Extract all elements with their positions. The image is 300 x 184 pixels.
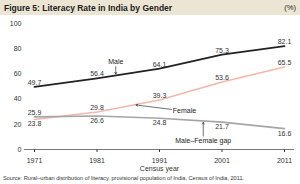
svg-text:1981: 1981 [89, 157, 105, 164]
svg-text:80: 80 [14, 45, 22, 52]
svg-text:2001: 2001 [214, 157, 230, 164]
svg-text:25.9: 25.9 [28, 109, 42, 116]
svg-text:65.5: 65.5 [278, 59, 292, 66]
svg-text:Male: Male [108, 58, 123, 65]
svg-text:82.1: 82.1 [278, 38, 292, 45]
svg-text:23.8: 23.8 [28, 120, 42, 127]
svg-text:24.8: 24.8 [153, 119, 167, 126]
svg-text:40: 40 [14, 95, 22, 102]
svg-text:Male–Female gap: Male–Female gap [175, 137, 231, 145]
svg-text:1991: 1991 [152, 157, 168, 164]
html-text:Figure 5: Literacy Rate in Ind: Figure 5: Literacy Rate in India by Gend… [4, 2, 173, 13]
svg-text:Female: Female [173, 107, 196, 114]
svg-text:75.3: 75.3 [215, 47, 229, 54]
svg-text:2011: 2011 [277, 157, 292, 164]
svg-text:16.6: 16.6 [278, 130, 292, 137]
svg-text:1971: 1971 [27, 157, 43, 164]
svg-text:60: 60 [14, 70, 22, 77]
svg-text:0: 0 [18, 146, 22, 153]
svg-text:21.7: 21.7 [215, 123, 229, 130]
svg-text:39.3: 39.3 [153, 92, 167, 99]
svg-text:100: 100 [10, 20, 22, 27]
svg-text:Census year: Census year [140, 165, 180, 173]
svg-text:64.1: 64.1 [153, 61, 167, 68]
html-text:Source: Rural–urban distributi: Source: Rural–urban distribution of lite… [3, 175, 245, 181]
svg-text:26.6: 26.6 [90, 117, 104, 124]
svg-text:49.7: 49.7 [28, 79, 42, 86]
svg-text:29.8: 29.8 [90, 104, 104, 111]
svg-text:20: 20 [14, 121, 22, 128]
svg-text:56.4: 56.4 [90, 70, 104, 77]
svg-text:53.6: 53.6 [215, 74, 229, 81]
